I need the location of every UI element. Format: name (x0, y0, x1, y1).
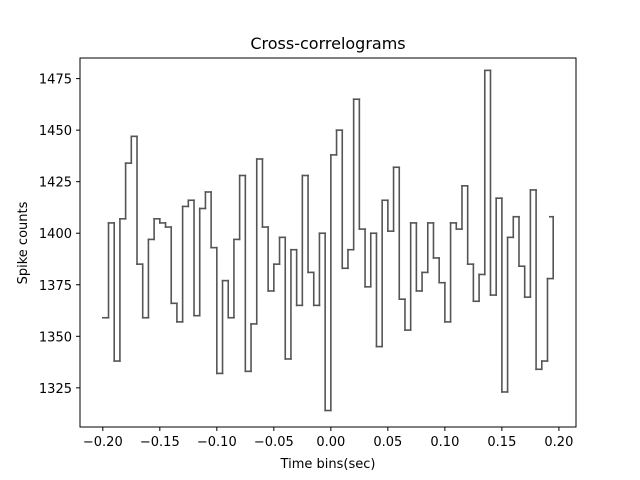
x-tick-label: 0.15 (487, 435, 516, 450)
y-tick-label: 1350 (39, 330, 72, 345)
x-tick-label: −0.05 (254, 435, 294, 450)
y-tick-label: 1325 (39, 382, 72, 397)
axes-frame (79, 57, 577, 428)
y-tick-label: 1450 (39, 124, 72, 139)
y-tick-label: 1425 (39, 176, 72, 191)
chart-title: Cross-correlograms (250, 34, 405, 53)
y-tick-label: 1375 (39, 279, 72, 294)
x-tick-label: −0.20 (83, 435, 123, 450)
plot-area: −0.20 −0.15 −0.10 −0.05 0.00 0.05 0.10 0.15 0.20… (39, 69, 573, 450)
x-tick-label: 0.00 (316, 435, 345, 450)
x-tick-label: −0.10 (197, 435, 237, 450)
y-axis-label: Spike counts (16, 201, 31, 284)
y-tick-label: 1400 (39, 227, 72, 242)
x-tick-label: 0.20 (544, 435, 573, 450)
x-tick-label: −0.15 (140, 435, 180, 450)
x-tick-label: 0.05 (373, 435, 402, 450)
y-tick-label: 1475 (39, 73, 72, 88)
x-axis-label: Time bins(sec) (280, 457, 376, 472)
x-tick-label: 0.10 (430, 435, 459, 450)
